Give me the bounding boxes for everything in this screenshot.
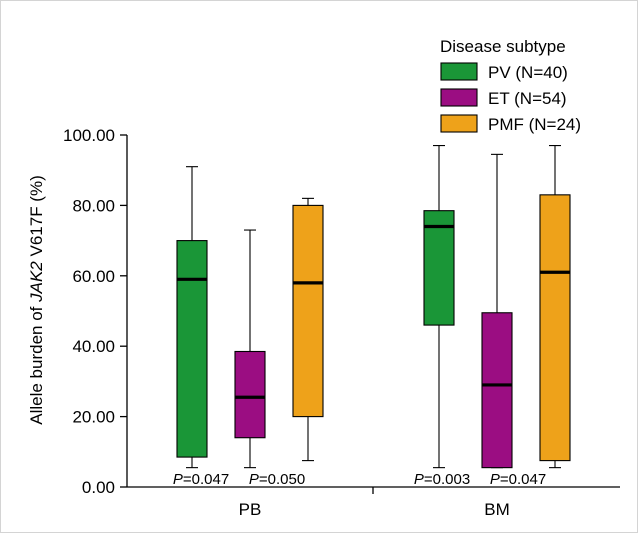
- legend-swatch: [440, 88, 478, 107]
- y-tick-label: 60.00: [72, 267, 115, 286]
- box-body: [234, 350, 266, 439]
- box-pb-2: [292, 197, 324, 462]
- y-tick-label: 40.00: [72, 337, 115, 356]
- y-axis-label-gene: JAK2: [27, 261, 46, 303]
- legend-swatch: [440, 62, 478, 81]
- x-tick-label: BM: [484, 500, 510, 519]
- box-series: [176, 145, 571, 469]
- p-value-label: P=0.050: [249, 471, 305, 488]
- x-axis-ticks: PB BM: [239, 487, 510, 519]
- p-value-label: P=0.047: [173, 471, 229, 488]
- legend-label: PMF (N=24): [488, 115, 581, 134]
- y-tick-label: 0.00: [82, 478, 115, 497]
- y-tick-label: 80.00: [72, 196, 115, 215]
- box-body: [481, 312, 513, 469]
- box-body: [292, 204, 324, 418]
- legend-swatch: [440, 114, 478, 133]
- y-axis-label: Allele burden of JAK2 V617F (%): [27, 175, 46, 425]
- y-axis-label-suffix: V617F (%): [27, 175, 46, 261]
- p-value-label: P=0.047: [490, 471, 546, 488]
- box-bm-0: [423, 145, 455, 469]
- x-tick-label: PB: [239, 500, 262, 519]
- legend: Disease subtype PV (N=40) ET (N=54) PMF (N…: [440, 37, 581, 134]
- y-tick-label: 100.00: [63, 126, 115, 145]
- box-bm-1: [481, 153, 513, 469]
- p-value-annotations: P=0.047 P=0.050 P=0.003 P=0.047: [173, 471, 546, 488]
- box-body: [539, 194, 571, 462]
- box-body: [423, 210, 455, 326]
- y-axis-label-prefix: Allele burden of: [27, 302, 46, 425]
- box-body: [176, 240, 208, 458]
- legend-title: Disease subtype: [440, 37, 566, 56]
- legend-label: PV (N=40): [488, 63, 568, 82]
- box-pb-0: [176, 166, 208, 469]
- box-bm-2: [539, 145, 571, 469]
- y-tick-label: 20.00: [72, 408, 115, 427]
- y-axis-ticks: 0.00 20.00 40.00 60.00 80.00 100.00: [63, 126, 127, 497]
- legend-label: ET (N=54): [488, 89, 567, 108]
- p-value-label: P=0.003: [414, 471, 470, 488]
- box-pb-1: [234, 229, 266, 469]
